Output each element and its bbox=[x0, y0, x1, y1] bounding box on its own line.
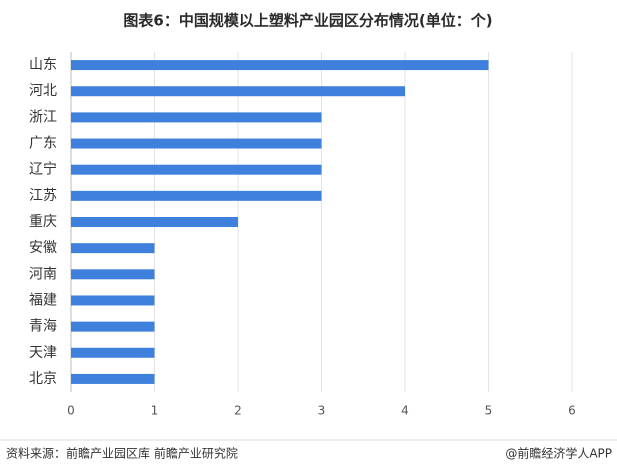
x-tick-label: 1 bbox=[151, 404, 159, 418]
y-tick-label: 广东 bbox=[29, 136, 57, 152]
bar bbox=[71, 347, 155, 358]
x-tick-label: 4 bbox=[401, 404, 409, 418]
bar bbox=[71, 217, 238, 227]
chart-title: 图表6：中国规模以上塑料产业园区分布情况(单位：个) bbox=[123, 12, 492, 30]
bar bbox=[71, 138, 322, 149]
bar bbox=[71, 269, 155, 280]
bar bbox=[71, 295, 155, 306]
credit: @前瞻经济学人APP bbox=[505, 446, 612, 461]
y-tick-label: 河北 bbox=[29, 83, 57, 99]
y-tick-label: 山东 bbox=[29, 57, 57, 73]
x-tick-label: 6 bbox=[568, 404, 576, 418]
x-tick-label: 3 bbox=[318, 404, 326, 418]
source: 资料来源：前瞻产业园区库 前瞻产业研究院 bbox=[6, 446, 238, 461]
x-tick-label: 5 bbox=[485, 404, 493, 418]
x-tick-label: 2 bbox=[234, 404, 242, 418]
y-tick-label: 青海 bbox=[29, 319, 57, 335]
bar bbox=[71, 112, 322, 123]
y-tick-label: 江苏 bbox=[29, 188, 57, 204]
bar bbox=[71, 86, 405, 97]
bar bbox=[71, 190, 322, 201]
y-tick-label: 辽宁 bbox=[29, 161, 57, 178]
y-tick-label: 重庆 bbox=[29, 214, 57, 230]
y-tick-label: 河南 bbox=[29, 266, 57, 282]
y-tick-label: 北京 bbox=[29, 371, 57, 387]
y-tick-label: 福建 bbox=[29, 292, 57, 308]
y-tick-label: 天津 bbox=[29, 345, 57, 361]
bar bbox=[71, 164, 322, 175]
y-tick-label: 浙江 bbox=[29, 109, 57, 125]
bar bbox=[71, 373, 155, 384]
bar bbox=[71, 243, 155, 254]
y-tick-label: 安徽 bbox=[29, 240, 57, 256]
bar bbox=[71, 321, 155, 332]
x-tick-label: 0 bbox=[67, 404, 75, 418]
bar bbox=[71, 60, 489, 71]
